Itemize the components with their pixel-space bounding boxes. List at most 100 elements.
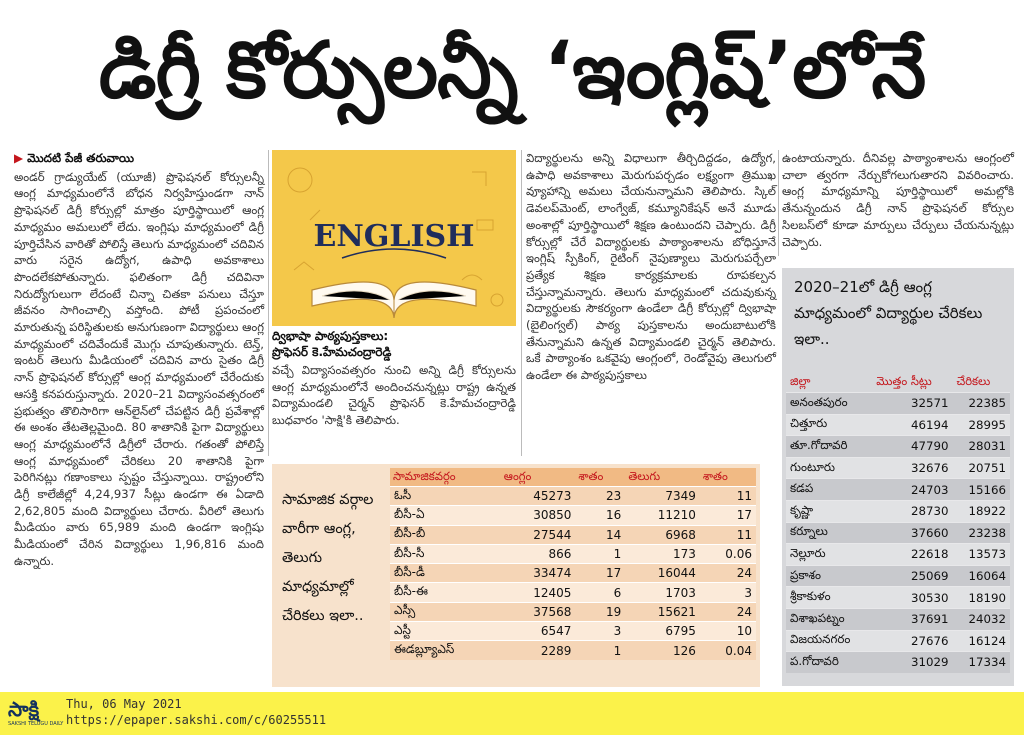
table-cell: 28031: [952, 435, 1010, 458]
table-cell: 3: [575, 621, 626, 641]
table-row: ప.గోదావరి 31029 17334: [786, 651, 1010, 673]
table-cell: 37691: [872, 607, 953, 631]
table-cell: 14: [575, 524, 626, 545]
table-row: కర్నూలు 37660 23238: [786, 521, 1010, 544]
table-row: బీసీ-ఏ 30850 16 11210 17: [390, 505, 756, 526]
table-cell: 32571: [872, 392, 953, 415]
table-header: చేరికలు: [956, 373, 991, 388]
table-cell: 45273: [500, 485, 576, 506]
article-column-2: వచ్చే విద్యాసంవత్సరం నుంచి అన్ని డిగ్రీ …: [272, 363, 516, 428]
table-cell: కృష్ణా: [786, 499, 873, 523]
table-cell: నెల్లూరు: [786, 543, 873, 566]
table-header: సామాజికవర్గం: [390, 468, 501, 487]
table-row: బీసీ-డీ 33474 17 16044 24: [390, 563, 756, 583]
table-cell: 19: [575, 601, 626, 622]
table-cell: 12405: [500, 582, 576, 603]
table-cell: విజయనగరం: [786, 629, 873, 652]
table-row: శ్రీకాకుళం 30530 18190: [786, 586, 1010, 609]
table-cell: 17: [575, 563, 626, 583]
table-cell: ఎస్టీ: [390, 621, 501, 641]
social-category-table: సామాజికవర్గం ఆంగ్లం శాతం తెలుగు శాతం ఓసీ 4527…: [390, 468, 756, 660]
table-cell: 24: [699, 601, 756, 622]
table-cell: 17: [699, 505, 756, 526]
table-cell: 1: [575, 543, 626, 564]
table-cell: 0.06: [699, 543, 756, 564]
table-cell: ఎస్సీ: [390, 601, 501, 622]
table-cell: 6795: [625, 621, 700, 641]
table-cell: చిత్తూరు: [786, 413, 873, 436]
table-cell: 24703: [872, 478, 953, 501]
table-cell: 6547: [500, 621, 576, 641]
table-cell: 10: [699, 621, 756, 641]
table-cell: 23238: [952, 521, 1010, 544]
table-cell: కడప: [786, 478, 873, 501]
table-row: విజయనగరం 27676 16124: [786, 629, 1010, 652]
table-cell: బీసీ-ఈ: [390, 582, 501, 603]
table-row: బీసీ-బీ 27544 14 6968 11: [390, 524, 756, 545]
district-table-box: 2020–21లో డిగ్రీ ఆంగ్ల మాధ్యమంలో విద్యార…: [782, 268, 1014, 686]
epaper-link[interactable]: https://epaper.sakshi.com/c/60255511: [66, 713, 327, 727]
table-cell: 46194: [872, 413, 953, 436]
article-column-4: ఉంటాయన్నారు. దీనివల్ల పాఠ్యాంశాలను ఆంగ్ల…: [782, 150, 1014, 250]
table-cell: 3: [699, 582, 756, 603]
table-header: జిల్లా: [790, 373, 811, 388]
table-cell: 37660: [872, 521, 953, 544]
table-cell: బీసీ-ఏ: [390, 505, 501, 526]
table-cell: బీసీ-సీ: [390, 543, 501, 564]
table-cell: విశాఖపట్నం: [786, 607, 873, 631]
table-cell: ఈడబ్ల్యూఎస్: [390, 640, 501, 660]
table-cell: 126: [625, 640, 700, 660]
table-cell: 173: [625, 543, 700, 564]
social-category-table-box: సామాజిక వర్గాల వారీగా ఆంగ్ల, తెలుగు మాధ్…: [272, 464, 760, 687]
table-header: శాతం: [699, 468, 756, 487]
table-row: కృష్ణా 28730 18922: [786, 499, 1010, 523]
table-cell: 15621: [625, 601, 700, 622]
table-cell: 6: [575, 582, 626, 603]
table-cell: 32676: [872, 456, 953, 479]
table-cell: 0.04: [699, 640, 756, 660]
table-cell: 11210: [625, 505, 700, 526]
table-cell: 18922: [952, 499, 1010, 523]
article-column-1: ▶ మొదటి పేజీ తరువాయి అండర్ గ్రాడ్యుయేట్ (…: [14, 150, 264, 570]
table-cell: బీసీ-బీ: [390, 524, 501, 545]
table-header: ఆంగ్లం: [500, 468, 576, 487]
table-cell: 6968: [625, 524, 700, 545]
table-header: తెలుగు: [625, 468, 700, 487]
table-cell: 22618: [872, 543, 953, 566]
table-row: ఎస్సీ 37568 19 15621 24: [390, 601, 756, 622]
table-cell: 33474: [500, 563, 576, 583]
table-cell: 7349: [625, 485, 700, 506]
table-cell: 28730: [872, 499, 953, 523]
table-row: గుంటూరు 32676 20751: [786, 456, 1010, 479]
triangle-icon: ▶: [14, 151, 24, 165]
district-table-title: 2020–21లో డిగ్రీ ఆంగ్ల మాధ్యమంలో విద్యార…: [794, 278, 983, 348]
table-cell: 1: [575, 640, 626, 660]
kicker: ▶ మొదటి పేజీ తరువాయి: [14, 151, 135, 165]
table-cell: ఓసీ: [390, 485, 501, 506]
table-cell: 37568: [500, 601, 576, 622]
table-cell: 24: [699, 563, 756, 583]
table-cell: ప్రకాశం: [786, 564, 873, 587]
table-cell: 20751: [952, 456, 1010, 479]
table-cell: కర్నూలు: [786, 521, 873, 544]
english-book-image: ENGLISH: [272, 150, 516, 326]
table-cell: 27676: [872, 629, 953, 652]
table-cell: శ్రీకాకుళం: [786, 586, 873, 609]
table-row: చిత్తూరు 46194 28995: [786, 413, 1010, 436]
headline: డిగ్రీ కోర్సులన్నీ ‘ఇంగ్లిష్’లోనే: [98, 26, 926, 116]
table-cell: 25069: [872, 564, 953, 587]
table-cell: 23: [575, 485, 626, 506]
table-cell: 30530: [872, 586, 953, 609]
table-cell: 27544: [500, 524, 576, 545]
footer-bar: సాక్షి SAKSHI TELUGU DAILY Thu, 06 May 2…: [0, 692, 1024, 735]
table-row: అనంతపురం 32571 22385: [786, 392, 1010, 415]
table-row: విశాఖపట్నం 37691 24032: [786, 607, 1010, 631]
table-header: శాతం: [575, 468, 626, 487]
table-row: తూ.గోదావరి 47790 28031: [786, 435, 1010, 458]
table-row: ప్రకాశం 25069 16064: [786, 564, 1010, 587]
table-row: కడప 24703 15166: [786, 478, 1010, 501]
table-cell: 17334: [952, 651, 1010, 673]
table-row: ఈడబ్ల్యూఎస్ 2289 1 126 0.04: [390, 640, 756, 660]
publish-date: Thu, 06 May 2021: [66, 697, 182, 711]
table-cell: 2289: [500, 640, 576, 660]
